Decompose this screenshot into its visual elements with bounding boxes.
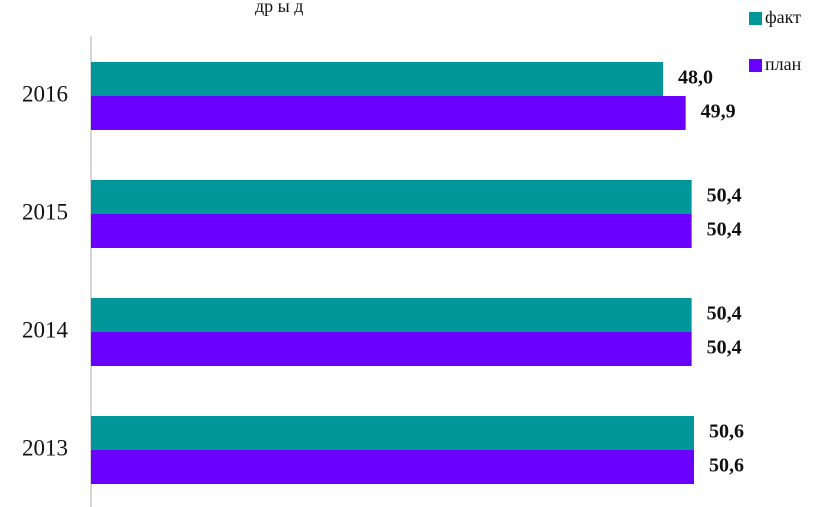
category-label-2014: 2014	[22, 317, 69, 342]
bar-fact-2013	[91, 416, 694, 450]
data-label-plan-2016: 49,9	[701, 101, 736, 123]
data-label-fact-2013: 50,6	[709, 421, 744, 443]
bar-fact-2015	[91, 180, 692, 214]
bar-plan-2015	[91, 214, 692, 248]
data-label-fact-2014: 50,4	[707, 303, 742, 325]
category-label-2013: 2013	[22, 435, 68, 460]
data-label-fact-2016: 48,0	[678, 67, 713, 89]
chart-title-fragment: др ы д	[255, 0, 303, 16]
data-label-plan-2013: 50,6	[709, 455, 744, 477]
bar-fact-2014	[91, 298, 692, 332]
category-label-2016: 2016	[22, 81, 68, 106]
data-label-fact-2015: 50,4	[707, 185, 742, 207]
bar-fact-2016	[91, 62, 664, 96]
data-label-plan-2014: 50,4	[707, 337, 742, 359]
bar-plan-2013	[91, 450, 694, 484]
bar-plan-2016	[91, 96, 686, 130]
legend-swatch-fact	[749, 12, 762, 25]
legend-label-plan: план	[765, 54, 802, 74]
chart-marks: 2016 48,0 49,9 2015 50,4 50,4 2014 50,4 50,4 2013…	[22, 62, 744, 484]
bar-plan-2014	[91, 332, 692, 366]
category-label-2015: 2015	[22, 199, 68, 224]
legend: факт план	[749, 7, 802, 74]
data-label-plan-2015: 50,4	[707, 219, 742, 241]
legend-label-fact: факт	[765, 7, 801, 27]
legend-swatch-plan	[749, 59, 762, 72]
